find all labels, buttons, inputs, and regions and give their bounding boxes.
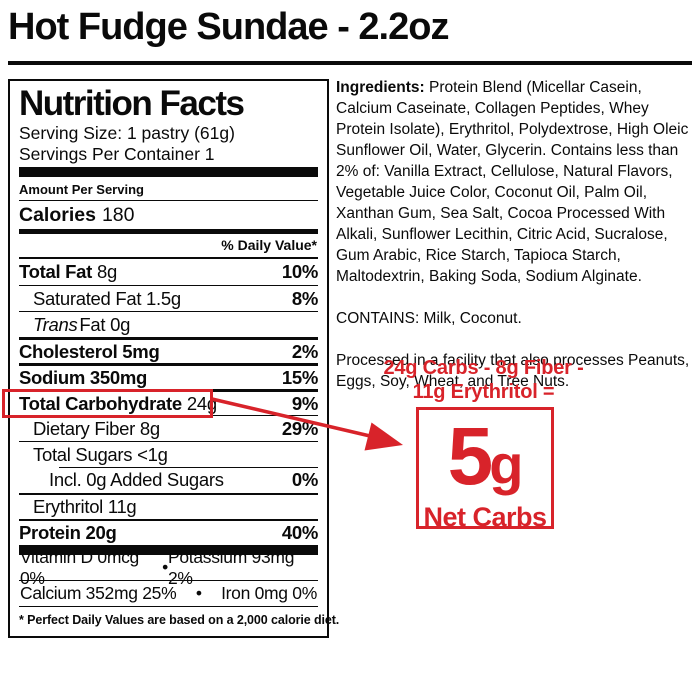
calories-row: Calories 180 xyxy=(19,201,318,229)
facility-statement: Processed in a facility that also proces… xyxy=(336,352,690,390)
nutrient-name: Total Carbohydrate 24g xyxy=(19,392,217,414)
daily-value-header: % Daily Value* xyxy=(19,234,318,259)
nutrient-row-total-fat: Total Fat 8g 10% xyxy=(19,259,318,285)
nutrient-name: Erythritol 11g xyxy=(33,496,137,517)
net-carbs-value: 5g xyxy=(447,411,524,502)
nutrient-row-added-sugars: Incl. 0g Added Sugars 0% xyxy=(19,467,318,493)
equation-line-1: 24g Carbs - 8g Fiber - xyxy=(383,357,584,379)
potassium: Potassium 93mg 2% xyxy=(167,546,295,588)
net-carbs-equation: 24g Carbs - 8g Fiber - 11g Erythritol = xyxy=(371,356,596,404)
nutrient-row-dietary-fiber: Dietary Fiber 8g 29% xyxy=(19,415,318,441)
nutrient-name: Dietary Fiber 8g xyxy=(33,417,160,439)
micronutrient-row-1: Vitamin D 0mcg 0% • Potassium 93mg 2% xyxy=(19,547,318,588)
serving-size: Serving Size: 1 pastry (61g) xyxy=(19,123,235,143)
nutrient-dv: 10% xyxy=(281,261,318,282)
calories-value: 180 xyxy=(101,204,135,226)
nutrient-name: Total Sugars <1g xyxy=(33,443,168,465)
calories-label: Calories xyxy=(19,204,96,226)
contains-statement: CONTAINS: Milk, Coconut. xyxy=(336,310,522,327)
nutrient-dv: 29% xyxy=(281,417,318,439)
bullet-separator: • xyxy=(195,583,202,603)
nutrient-dv: 15% xyxy=(281,366,318,388)
nutrition-facts-title: Nutrition Facts xyxy=(19,84,245,123)
amount-per-serving-label: Amount Per Serving xyxy=(19,177,318,201)
net-carbs-box: 5g Net Carbs xyxy=(416,407,554,532)
nutrient-name: Total Fat 8g xyxy=(19,261,117,282)
vitamin-d: Vitamin D 0mcg 0% xyxy=(20,546,139,588)
nutrient-row-cholesterol: Cholesterol 5mg 2% xyxy=(19,337,318,363)
equation-line-2: 11g Erythritol = xyxy=(412,381,555,403)
ingredients-paragraph: Ingredients: Protein Blend (Micellar Cas… xyxy=(336,79,689,285)
nutrient-name: Sodium 350mg xyxy=(19,366,147,388)
medium-divider xyxy=(19,229,318,234)
iron: Iron 0mg 0% xyxy=(221,583,317,603)
net-carbs-label: Net Carbs xyxy=(423,502,547,532)
nutrient-row-total-carbohydrate: Total Carbohydrate 24g 9% xyxy=(2,389,318,418)
ingredients-label: Ingredients: xyxy=(336,79,425,96)
nutrient-row-erythritol: Erythritol 11g xyxy=(19,493,318,519)
nutrient-dv: 0% xyxy=(291,469,318,490)
nutrient-name: Incl. 0g Added Sugars xyxy=(49,469,224,490)
nutrient-dv: 2% xyxy=(291,340,318,362)
nutrient-row-total-sugars: Total Sugars <1g xyxy=(19,441,318,467)
nutrient-dv: 9% xyxy=(291,392,318,414)
servings-per-container: Servings Per Container 1 xyxy=(19,143,215,164)
nutrient-name: Trans Fat 0g xyxy=(33,313,131,335)
page-title: Hot Fudge Sundae - 2.2oz xyxy=(8,6,449,48)
nutrient-name: Cholesterol 5mg xyxy=(19,340,160,362)
bullet-separator: • xyxy=(162,557,168,577)
thick-divider xyxy=(19,167,318,177)
ingredients-block: Ingredients: Protein Blend (Micellar Cas… xyxy=(336,77,695,413)
nutrient-name: Saturated Fat 1.5g xyxy=(33,287,181,309)
title-divider xyxy=(8,61,692,65)
nutrient-row-sodium: Sodium 350mg 15% xyxy=(19,363,318,389)
thick-divider xyxy=(19,545,318,555)
nutrient-row-trans-fat: Trans Fat 0g xyxy=(19,311,318,337)
nutrition-facts-panel: Nutrition Facts Serving Size: 1 pastry (… xyxy=(2,79,340,638)
nutrient-row-saturated-fat: Saturated Fat 1.5g 8% xyxy=(19,285,318,311)
daily-value-footnote: * Perfect Daily Values are based on a 2,… xyxy=(19,613,340,627)
nutrient-dv: 8% xyxy=(291,287,318,309)
nutrient-dv: 40% xyxy=(281,522,318,543)
micronutrient-row-2: Calcium 352mg 25% • Iron 0mg 0% xyxy=(19,581,318,607)
nutrient-name: Protein 20g xyxy=(19,522,117,543)
nutrient-row-protein: Protein 20g 40% xyxy=(19,519,318,545)
calcium: Calcium 352mg 25% xyxy=(20,583,177,603)
